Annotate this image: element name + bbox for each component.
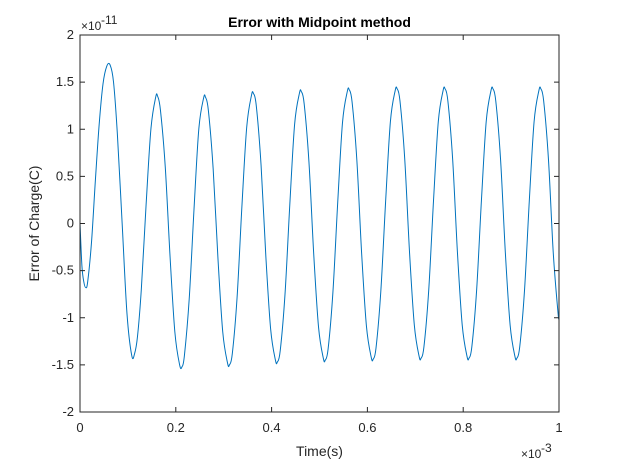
y-tick-label: -1.5 [52,357,74,372]
x-multiplier-text: ×10 [521,447,542,461]
x-exponent-label: ×10 -3 [521,441,552,461]
y-tick-label: 0.5 [56,168,74,183]
y-tick-label: -1 [62,310,74,325]
y-tick-label: 0 [67,216,74,231]
x-tick-label: 0.6 [358,420,376,435]
x-tick-label: 0.2 [167,420,185,435]
y-axis-ticks: -2 -1.5 -1 -0.5 0 0.5 1 1.5 2 [52,27,559,419]
plot-area [80,35,559,412]
x-tick-label: 0.4 [263,420,281,435]
y-exponent-label: ×10 -11 [81,13,118,33]
x-tick-label: 0 [76,420,83,435]
y-axis-label: Error of Charge(C) [26,166,42,282]
x-tick-label: 0.8 [454,420,472,435]
y-tick-label: 2 [67,27,74,42]
y-tick-label: -2 [62,404,74,419]
x-axis-ticks: 0 0.2 0.4 0.6 0.8 1 [76,35,563,435]
y-multiplier-text: ×10 [81,19,102,33]
series-line [79,62,560,370]
y-tick-label: -0.5 [52,263,74,278]
y-tick-label: 1 [67,121,74,136]
chart-title: Error with Midpoint method [228,14,411,30]
y-tick-label: 1.5 [56,74,74,89]
x-tick-label: 1 [555,420,562,435]
y-exponent-text: -11 [101,13,118,27]
x-axis-label: Time(s) [296,443,343,459]
x-exponent-text: -3 [541,441,552,455]
